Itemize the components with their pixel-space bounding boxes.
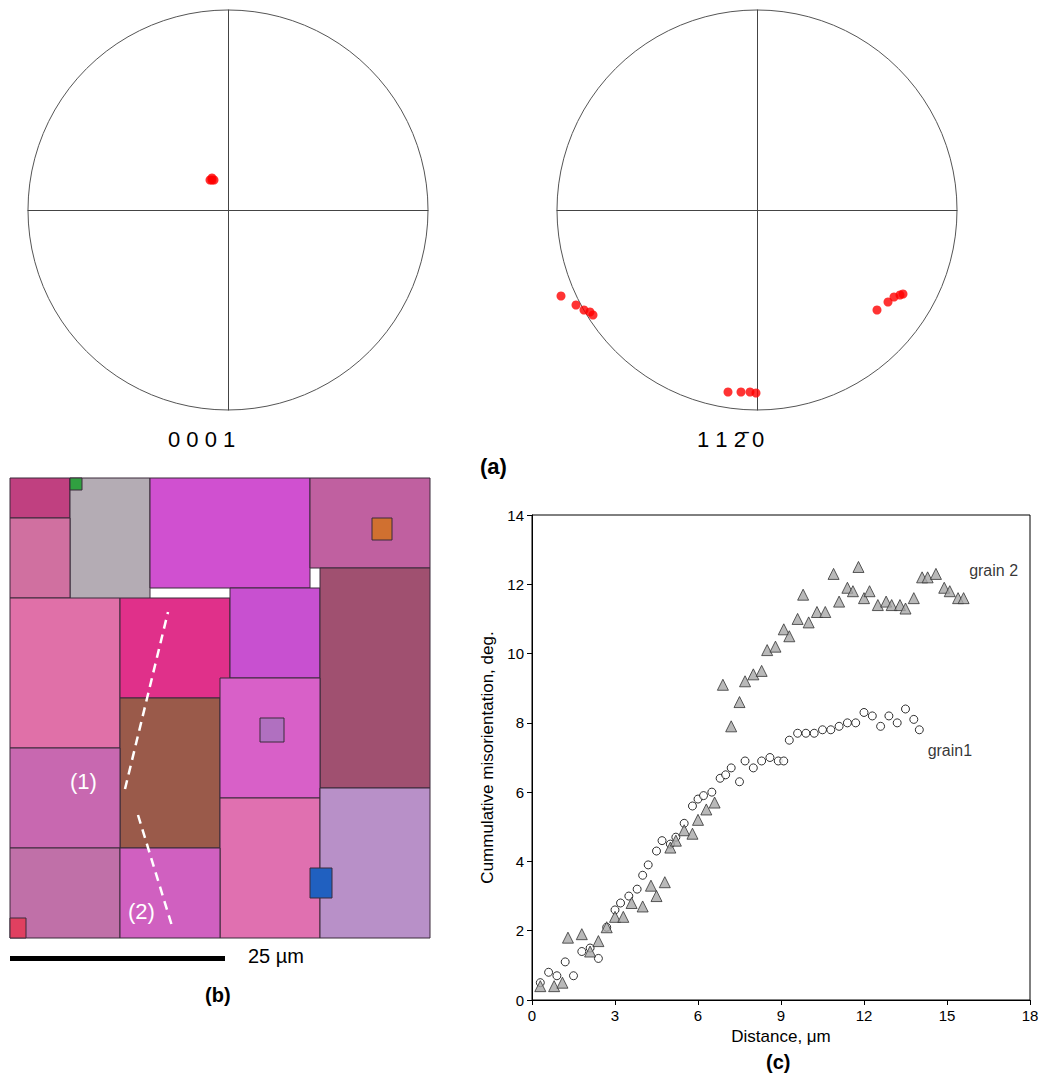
svg-text:6: 6 — [516, 784, 524, 801]
svg-text:8: 8 — [516, 714, 524, 731]
svg-text:0 0 0 1: 0 0 0 1 — [168, 427, 235, 452]
svg-text:3: 3 — [611, 1007, 619, 1024]
svg-text:10: 10 — [507, 645, 524, 662]
svg-text:grain1: grain1 — [928, 742, 973, 759]
svg-text:(a): (a) — [480, 454, 507, 479]
svg-text:12: 12 — [507, 576, 524, 593]
svg-text:18: 18 — [1022, 1007, 1039, 1024]
svg-text:14: 14 — [507, 507, 524, 524]
svg-text:2: 2 — [516, 922, 524, 939]
svg-text:Distance, μm: Distance, μm — [731, 1027, 831, 1046]
svg-text:(b): (b) — [205, 984, 231, 1006]
svg-text:12: 12 — [856, 1007, 873, 1024]
svg-text:grain 2: grain 2 — [969, 562, 1018, 579]
svg-text:15: 15 — [939, 1007, 956, 1024]
svg-text:(c): (c) — [766, 1051, 790, 1073]
svg-text:(1): (1) — [70, 769, 97, 794]
svg-text:4: 4 — [516, 853, 524, 870]
svg-text:Cummulative misorientation, de: Cummulative misorientation, deg. — [478, 631, 497, 883]
svg-text:1 1 2̄ 0: 1 1 2̄ 0 — [697, 427, 764, 452]
svg-text:(2): (2) — [128, 899, 155, 924]
svg-text:25 µm: 25 µm — [248, 945, 304, 967]
svg-text:0: 0 — [516, 992, 524, 1009]
svg-text:0: 0 — [528, 1007, 536, 1024]
svg-text:6: 6 — [694, 1007, 702, 1024]
svg-text:9: 9 — [777, 1007, 785, 1024]
